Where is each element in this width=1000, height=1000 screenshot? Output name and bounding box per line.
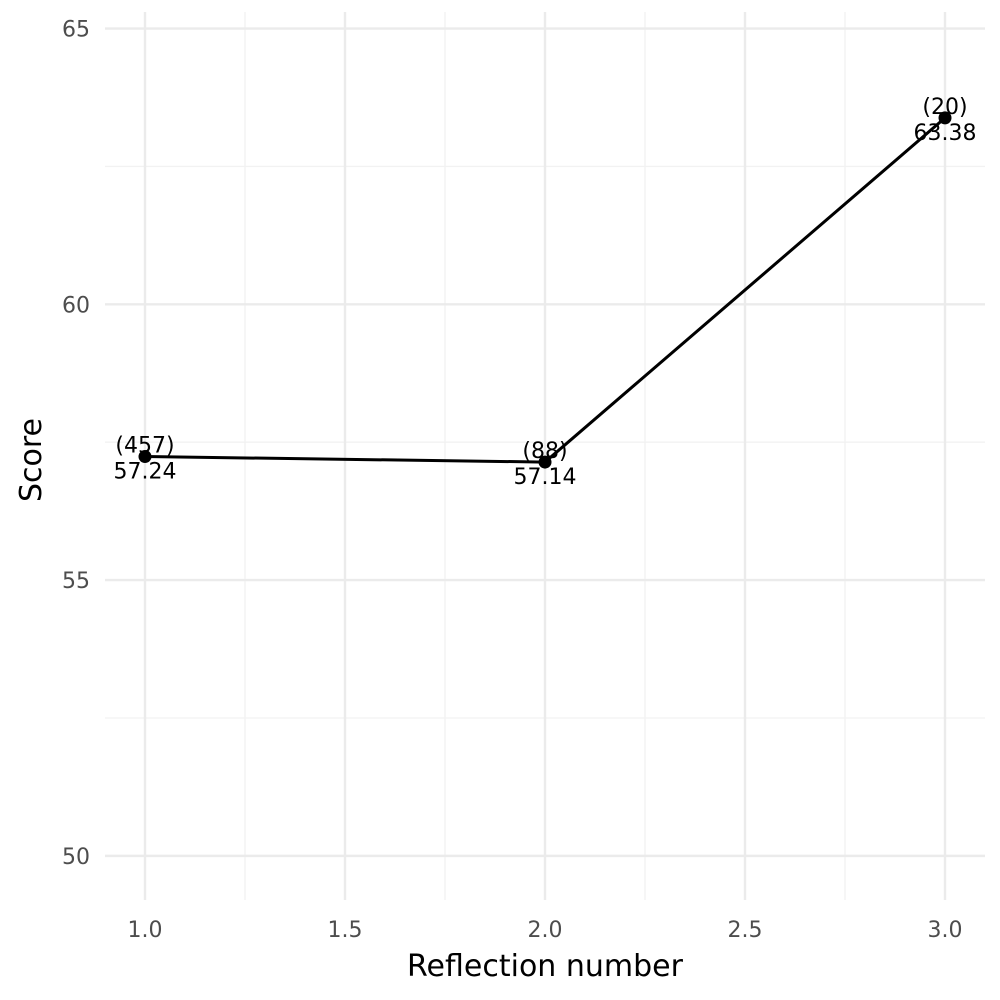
point-labels: (457)57.24 (88)57.14 (20)63.38: [114, 95, 977, 490]
x-tick-label: 2.5: [728, 918, 763, 943]
tick-labels: 1.0 1.5 2.0 2.5 3.0 50 55 60 65: [62, 18, 963, 943]
grid-lines: [105, 12, 985, 900]
point-value-label: 57.24: [114, 460, 177, 485]
x-axis-title: Reflection number: [407, 949, 684, 984]
point-value-label: 57.14: [514, 465, 577, 490]
y-tick-label: 55: [62, 569, 90, 594]
y-tick-label: 50: [62, 845, 90, 870]
y-axis-title: Score: [14, 418, 49, 502]
y-tick-label: 60: [62, 293, 90, 318]
data-point: [538, 455, 552, 469]
y-tick-label: 65: [62, 18, 90, 43]
data-point: [138, 450, 152, 464]
point-count-label: (88): [522, 439, 567, 464]
x-tick-label: 1.0: [128, 918, 163, 943]
x-tick-label: 2.0: [528, 918, 563, 943]
x-tick-label: 1.5: [328, 918, 363, 943]
point-value-label: 63.38: [914, 121, 977, 146]
point-count-label: (20): [922, 95, 967, 120]
point-count-label: (457): [115, 434, 174, 459]
data-point: [938, 111, 952, 125]
x-tick-label: 3.0: [928, 918, 963, 943]
data-points: [138, 111, 952, 469]
